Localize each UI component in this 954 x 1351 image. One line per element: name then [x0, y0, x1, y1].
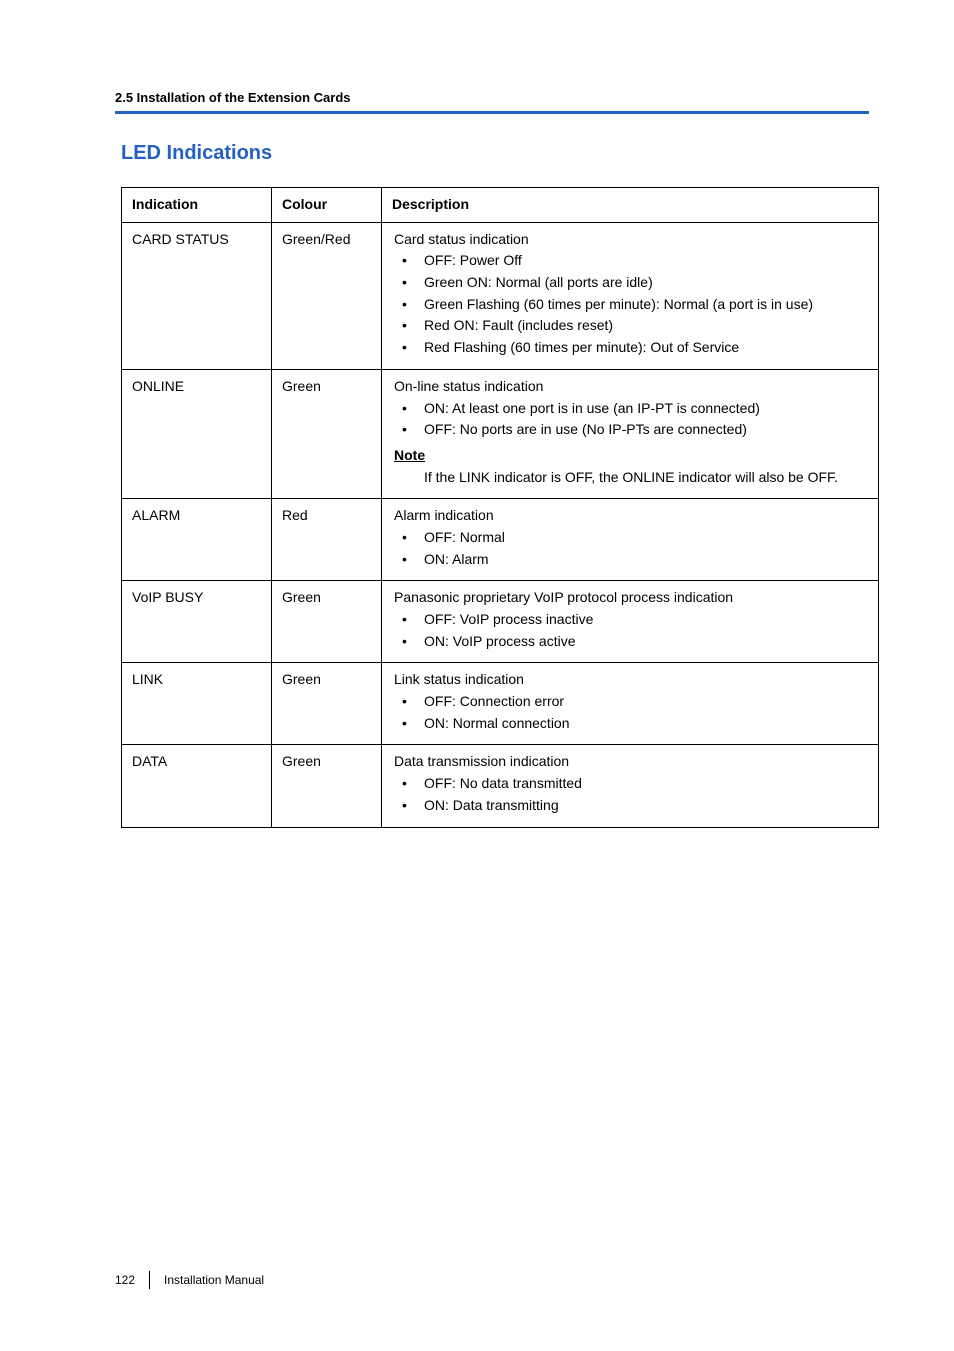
cell-indication: ONLINE: [122, 369, 272, 498]
table-row: LINK Green Link status indication OFF: C…: [122, 663, 879, 745]
led-table-body: CARD STATUS Green/Red Card status indica…: [122, 222, 879, 827]
cell-description: Panasonic proprietary VoIP protocol proc…: [382, 581, 879, 663]
bullet-item: ON: VoIP process active: [394, 631, 866, 653]
desc-lead: Card status indication: [394, 229, 866, 251]
bullet-item: ON: Alarm: [394, 549, 866, 571]
cell-description: On-line status indication ON: At least o…: [382, 369, 879, 498]
bullet-list: OFF: VoIP process inactive ON: VoIP proc…: [394, 609, 866, 652]
th-colour: Colour: [272, 188, 382, 223]
th-indication: Indication: [122, 188, 272, 223]
cell-colour: Green: [272, 369, 382, 498]
bullet-item: OFF: Normal: [394, 527, 866, 549]
cell-description: Link status indication OFF: Connection e…: [382, 663, 879, 745]
desc-lead: On-line status indication: [394, 376, 866, 398]
cell-description: Card status indication OFF: Power Off Gr…: [382, 222, 879, 369]
footer-divider: [149, 1271, 150, 1289]
cell-description: Alarm indication OFF: Normal ON: Alarm: [382, 499, 879, 581]
cell-indication: ALARM: [122, 499, 272, 581]
bullet-list: OFF: Normal ON: Alarm: [394, 527, 866, 570]
led-table: Indication Colour Description CARD STATU…: [121, 187, 879, 828]
table-header-row: Indication Colour Description: [122, 188, 879, 223]
page-number: 122: [115, 1273, 135, 1287]
bullet-list: OFF: Connection error ON: Normal connect…: [394, 691, 866, 734]
cell-colour: Green: [272, 663, 382, 745]
cell-indication: DATA: [122, 745, 272, 827]
desc-lead: Data transmission indication: [394, 751, 866, 773]
bullet-item: OFF: Power Off: [394, 250, 866, 272]
cell-description: Data transmission indication OFF: No dat…: [382, 745, 879, 827]
section-title: LED Indications: [121, 142, 869, 165]
cell-indication: CARD STATUS: [122, 222, 272, 369]
header-rule: [115, 111, 869, 114]
table-row: VoIP BUSY Green Panasonic proprietary Vo…: [122, 581, 879, 663]
cell-indication: VoIP BUSY: [122, 581, 272, 663]
doc-title: Installation Manual: [164, 1273, 264, 1287]
led-table-head: Indication Colour Description: [122, 188, 879, 223]
bullet-item: ON: Normal connection: [394, 713, 866, 735]
table-row: ALARM Red Alarm indication OFF: Normal O…: [122, 499, 879, 581]
bullet-item: ON: Data transmitting: [394, 795, 866, 817]
cell-colour: Green/Red: [272, 222, 382, 369]
bullet-item: ON: At least one port is in use (an IP-P…: [394, 398, 866, 420]
bullet-item: OFF: VoIP process inactive: [394, 609, 866, 631]
page-footer: 122 Installation Manual: [115, 1271, 264, 1289]
note-body: If the LINK indicator is OFF, the ONLINE…: [394, 467, 866, 489]
bullet-list: OFF: Power Off Green ON: Normal (all por…: [394, 250, 866, 358]
note-label: Note: [394, 445, 866, 467]
page: 2.5 Installation of the Extension Cards …: [0, 0, 954, 1351]
bullet-list: ON: At least one port is in use (an IP-P…: [394, 398, 866, 441]
table-row: CARD STATUS Green/Red Card status indica…: [122, 222, 879, 369]
cell-colour: Red: [272, 499, 382, 581]
bullet-item: Red Flashing (60 times per minute): Out …: [394, 337, 866, 359]
bullet-item: Green ON: Normal (all ports are idle): [394, 272, 866, 294]
bullet-item: Red ON: Fault (includes reset): [394, 315, 866, 337]
desc-lead: Panasonic proprietary VoIP protocol proc…: [394, 587, 866, 609]
th-description: Description: [382, 188, 879, 223]
table-row: DATA Green Data transmission indication …: [122, 745, 879, 827]
header-section-path: 2.5 Installation of the Extension Cards: [115, 90, 869, 105]
cell-colour: Green: [272, 745, 382, 827]
bullet-list: OFF: No data transmitted ON: Data transm…: [394, 773, 866, 816]
bullet-item: OFF: Connection error: [394, 691, 866, 713]
bullet-item: Green Flashing (60 times per minute): No…: [394, 294, 866, 316]
cell-colour: Green: [272, 581, 382, 663]
bullet-item: OFF: No ports are in use (No IP-PTs are …: [394, 419, 866, 441]
cell-indication: LINK: [122, 663, 272, 745]
table-row: ONLINE Green On-line status indication O…: [122, 369, 879, 498]
desc-lead: Alarm indication: [394, 505, 866, 527]
desc-lead: Link status indication: [394, 669, 866, 691]
bullet-item: OFF: No data transmitted: [394, 773, 866, 795]
